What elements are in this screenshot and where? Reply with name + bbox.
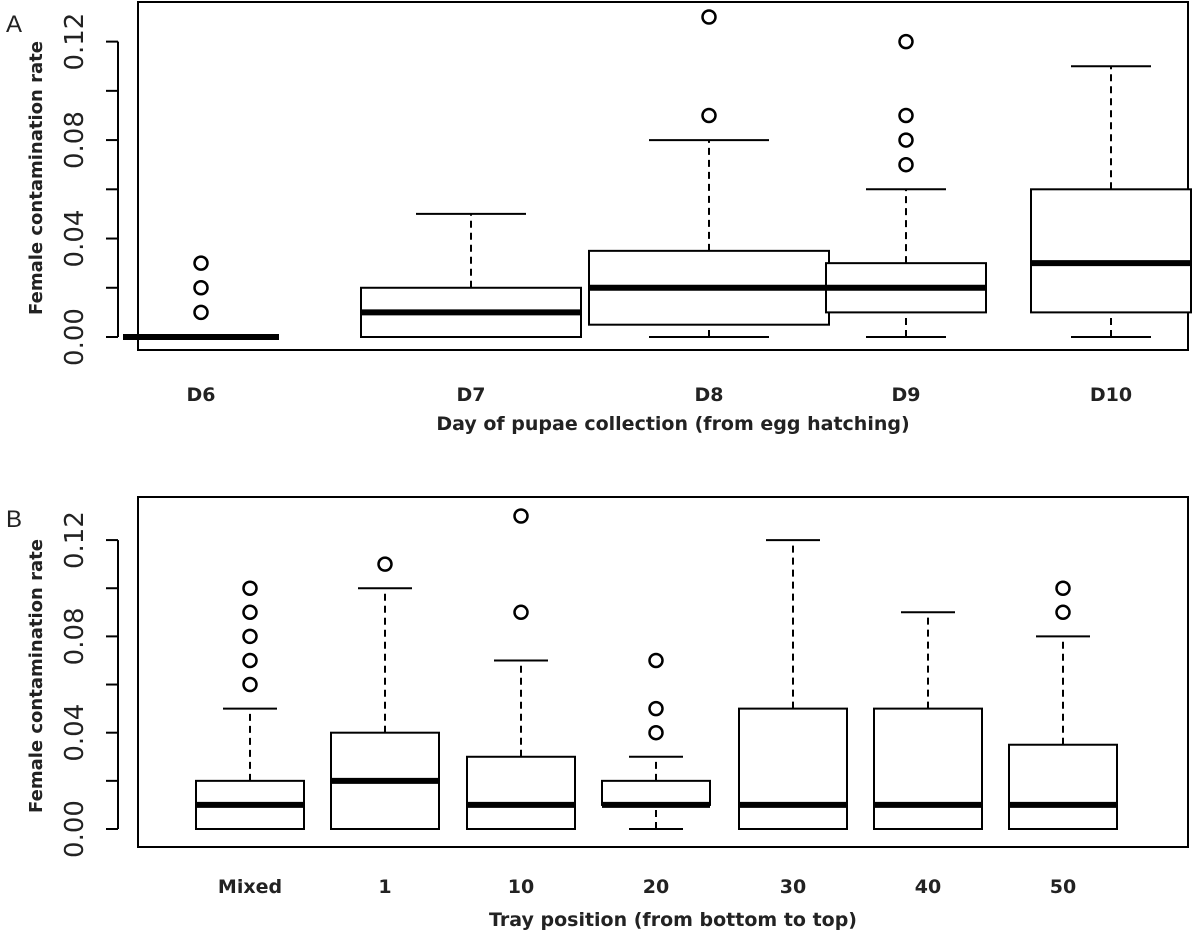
panel-b-10-outlier-point [513,604,529,621]
panel-b-10-outlier-point [513,508,529,524]
panel-b-10-category-label: 10 [508,876,534,898]
panel-b-plot-frame [137,496,1189,848]
panel-b-20-outlier-point [648,700,664,717]
panel-a-d6-outlier-point [193,255,209,271]
panel-a-y-tick-label: 0.12 [60,13,90,71]
panel-b-mixed-outlier-point [242,676,258,693]
panel-b-50-outlier-point [1055,604,1071,621]
panel-b-x-axis-label: Tray position (from bottom to top) [489,909,857,931]
panel-b-y-tick-label: 0.04 [60,704,90,762]
panel-a-d10-box [1030,188,1192,314]
panel-b-y-tick-label: 0.00 [60,800,90,858]
panel-a-d6-category-label: D6 [187,384,216,406]
panel-a-d6-outlier-point [193,280,209,296]
panel-a-d9-outlier-point [898,107,914,124]
panel-b-20-box [601,779,711,806]
panel-a-d9-outlier-point [898,156,914,173]
panel-b-y-tick-label: 0.08 [60,607,90,665]
panel-a-d9-category-label: D9 [892,384,921,406]
panel-b-40-box [873,707,983,830]
panel-a-d7-category-label: D7 [457,384,486,406]
panel-b-mixed-outlier-point [242,652,258,669]
panel-a-d9-outlier-point [898,33,914,50]
panel-a-d6-outlier-point [193,304,209,321]
panel-a-d10-category-label: D10 [1090,384,1132,406]
panel-b-40-category-label: 40 [915,876,941,898]
panel-b-50-category-label: 50 [1050,876,1076,898]
panel-a-label: A [6,11,22,38]
panel-b-20-outlier-point [648,652,664,669]
panel-b-mixed-outlier-point [242,628,258,645]
panel-b-50-outlier-point [1055,580,1071,596]
panel-b: B Female contamination rate Tray positio… [6,496,1189,931]
panel-a-plot-frame [137,1,1189,351]
panel-b-20-category-label: 20 [643,876,669,898]
panel-a-x-axis-label: Day of pupae collection (from egg hatchi… [436,413,909,435]
panel-a-d8-outlier-point [701,9,717,25]
panel-b-50-box [1008,743,1118,831]
panel-a-d8-category-label: D8 [695,384,724,406]
panel-b-30-box [738,707,848,830]
panel-b-y-axis-label: Female contamination rate [26,539,47,813]
panel-a-y-tick-label: 0.00 [60,308,90,366]
panel-b-1-category-label: 1 [378,876,391,898]
panel-b-mixed-category-label: Mixed [218,876,282,898]
panel-b-1-outlier-point [377,556,393,572]
panel-a-d8-outlier-point [701,107,717,124]
panel-a-y-axis-label: Female contamination rate [26,41,47,315]
panel-a-y-tick-label: 0.08 [60,111,90,169]
panel-b-20-outlier-point [648,724,664,741]
panel-b-label: B [6,506,22,533]
panel-b-mixed-outlier-point [242,580,258,596]
panel-b-10-box [466,755,576,830]
panel-b-mixed-outlier-point [242,604,258,621]
panel-b-y-tick-label: 0.12 [60,511,90,569]
panel-a-y-tick-label: 0.04 [60,210,90,268]
panel-a-d9-outlier-point [898,132,914,148]
panel-b-30-category-label: 30 [780,876,806,898]
panel-a: A Female contamination rate Day of pupae… [6,1,1192,435]
